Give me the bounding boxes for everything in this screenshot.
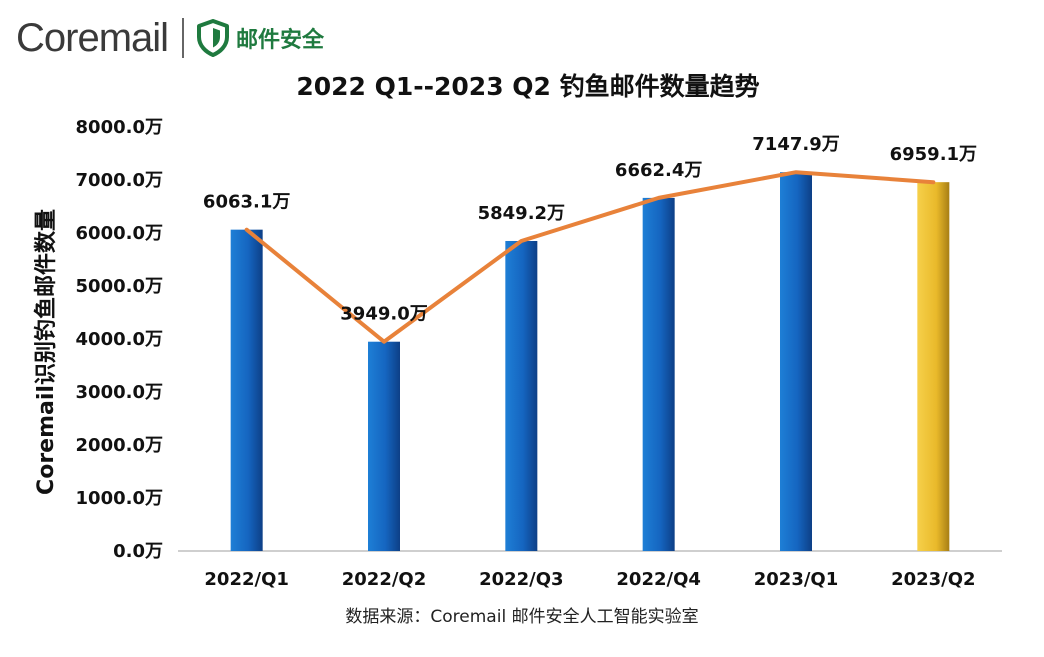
data-label: 7147.9万 (752, 134, 839, 155)
bar-2022-q3 (505, 240, 538, 551)
data-label: 6959.1万 (890, 144, 977, 165)
bar-2022-q2 (368, 341, 400, 551)
x-tick-label: 2022/Q1 (204, 569, 289, 590)
data-labels: 6063.1万 3949.0万 5849.2万 6662.4万 7147.9万 6959.… (203, 134, 977, 325)
brand-header: Coremail 邮件安全 (16, 14, 324, 62)
shield-icon (197, 19, 230, 57)
bar-2023-q1 (780, 172, 812, 551)
bar-2022-q1 (230, 229, 263, 551)
bar-chart: 2022 Q1--2023 Q2 钓鱼邮件数量趋势 Coremail识别钓鱼邮件… (33, 72, 1002, 590)
x-tick-label: 2022/Q4 (616, 569, 701, 590)
y-tick-label: 0.0万 (113, 541, 163, 562)
x-tick-label: 2022/Q2 (342, 569, 427, 590)
brand-name: Coremail (16, 15, 169, 60)
y-axis-label: Coremail识别钓鱼邮件数量 (33, 209, 59, 495)
y-tick-label: 5000.0万 (76, 276, 163, 297)
brand-divider (182, 18, 185, 58)
source-note: 数据来源：Coremail 邮件安全人工智能实验室 (345, 607, 699, 627)
x-tick-label: 2022/Q3 (479, 569, 564, 590)
data-label: 5849.2万 (478, 203, 565, 224)
bars (230, 172, 950, 551)
data-label: 6662.4万 (615, 160, 702, 181)
y-tick-label: 6000.0万 (76, 223, 163, 244)
y-tick-label: 3000.0万 (76, 382, 163, 403)
data-label: 3949.0万 (340, 304, 427, 325)
y-tick-label: 4000.0万 (76, 329, 163, 350)
data-label: 6063.1万 (203, 192, 290, 213)
chart-title: 2022 Q1--2023 Q2 钓鱼邮件数量趋势 (296, 72, 759, 101)
y-axis-ticks: 0.0万 1000.0万 2000.0万 3000.0万 4000.0万 5000.0万 6… (76, 117, 163, 562)
y-tick-label: 7000.0万 (76, 170, 163, 191)
x-axis-ticks: 2022/Q1 2022/Q2 2022/Q3 2022/Q4 2023/Q1 2023/… (204, 569, 975, 590)
y-tick-label: 8000.0万 (76, 117, 163, 138)
trend-line (244, 170, 936, 344)
brand-tag: 邮件安全 (236, 28, 325, 53)
y-tick-label: 2000.0万 (76, 435, 163, 456)
x-tick-label: 2023/Q1 (754, 569, 839, 590)
bar-2023-q2 (917, 182, 950, 551)
y-tick-label: 1000.0万 (76, 488, 163, 509)
x-tick-label: 2023/Q2 (891, 569, 976, 590)
bar-2022-q4 (642, 197, 675, 551)
